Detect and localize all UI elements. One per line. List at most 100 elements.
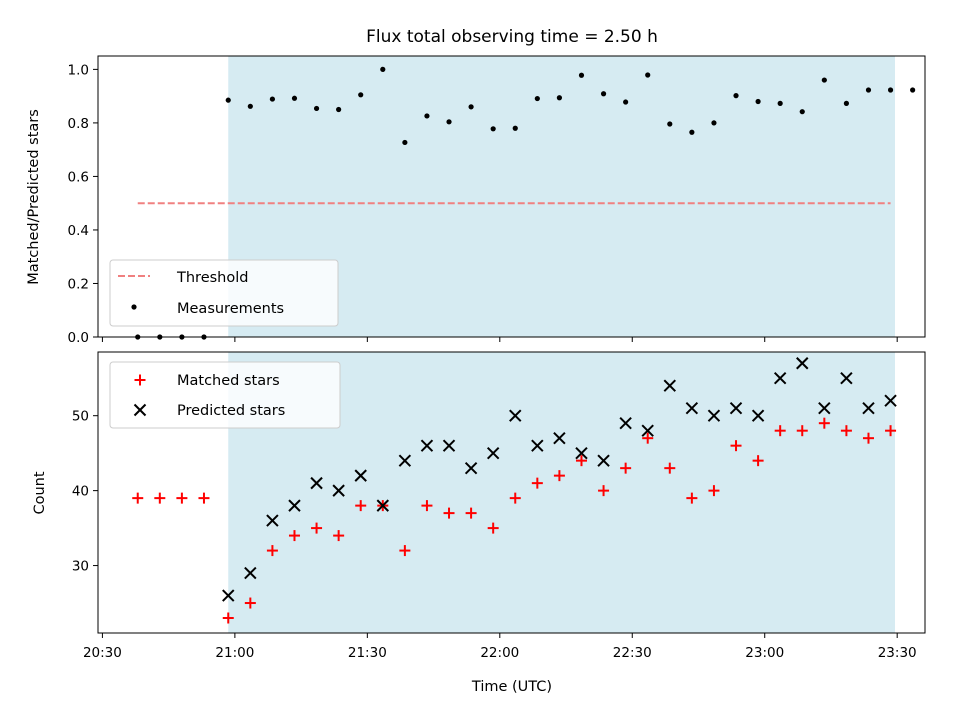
y-tick-label: 0.0 [68,330,89,346]
measurement-point [865,87,872,93]
measurement-point [468,104,474,110]
y-tick-label: 0.8 [68,116,89,132]
bottom-panel: 20:30 21:00 21:30 22:00 22:30 23:00 23:30 30 40 5… [72,351,926,661]
matched-star-point [840,425,852,437]
x-tick-label: 21:00 [215,645,254,661]
predicted-star-point-b [354,469,367,482]
y-tick-label: 40 [72,484,89,500]
predicted-star-point-b [751,409,765,422]
measurement-point [799,109,805,115]
matched-star-point [664,462,676,474]
predicted-star-point [509,409,522,422]
predicted-star-point-b [553,431,566,445]
predicted-star-point [729,401,743,415]
y-tick-label: 0.4 [68,223,89,239]
predicted-star-point-b [509,409,522,422]
matched-star-point [885,425,897,437]
measurement-point [821,77,827,83]
bottom-legend: Matched stars Predicted stars [109,361,341,429]
matched-star-point [443,507,455,519]
measurement-point [689,129,695,135]
predicted-star-point-b [884,394,897,407]
y-tick-label: 50 [72,409,89,425]
measurement-point [247,103,253,109]
predicted-star-point [244,566,257,580]
predicted-star-point [531,439,544,452]
matched-star-point [487,522,499,534]
predicted-star-point [464,461,478,475]
matched-star-point [642,432,654,444]
measurement-point [843,100,850,106]
measurement-point [358,92,364,98]
x-tick-label: 22:30 [613,645,652,661]
predicted-star-point [707,409,721,422]
predicted-star-point [818,401,831,415]
predicted-star-point-b [818,401,831,415]
predicted-star-point-b [288,499,301,512]
matched-star-point [176,492,188,504]
measurement-point [887,87,894,93]
measurement-point [578,72,585,78]
x-tick-label: 23:00 [745,645,784,661]
matched-star-point [266,545,278,557]
measurement-point [446,119,452,125]
matched-star-point [620,462,632,474]
matched-star-point [686,492,698,504]
predicted-star-point [354,469,367,482]
measurement-point [402,139,408,146]
matched-star-point [355,500,367,512]
matched-star-point [465,507,477,519]
matched-star-point [132,492,144,504]
top-y-axis-label: Matched/Predicted stars [26,109,42,285]
measurement-point [490,126,496,132]
measurement-point [380,66,386,72]
predicted-star-point-b [663,379,676,392]
bottom-axes-frame [97,351,926,634]
predicted-star-point-b [420,439,434,452]
measurement-point [645,72,651,78]
predicted-star-point-b [862,401,875,415]
predicted-star-point-b [332,484,345,497]
y-tick-label: 0.6 [68,169,89,185]
measurement-point [556,95,563,101]
matched-star-point [333,530,345,542]
measurement-point [424,113,430,119]
predicted-star-point [796,357,809,370]
matched-star-point [399,545,411,557]
matched-star-point [222,612,234,624]
top-legend-box [109,259,339,327]
legend-threshold-label: Threshold [176,270,248,286]
predicted-star-point-b [244,566,257,580]
matched-star-point [509,492,521,504]
predicted-star-point [597,454,610,467]
legend-measurement-label: Measurements [177,301,284,317]
measurement-point [711,120,717,126]
bottom-y-axis-label: Count [32,471,48,514]
matched-star-point [708,485,720,497]
measurement-point [313,105,320,112]
x-tick-label: 20:30 [83,645,122,661]
measurement-point [336,106,342,113]
legend-measurement-swatch [131,304,137,310]
measurement-point [269,96,276,102]
predicted-star-point-b [597,454,610,467]
chart-title: Flux total observing time = 2.50 h [366,27,658,47]
matched-star-point [752,455,764,467]
predicted-star-point-b [531,439,544,452]
matched-star-point [311,522,323,534]
predicted-star-point-b [796,357,809,370]
predicted-star-point-b [442,439,456,452]
predicted-star-point [332,484,345,497]
matched-star-point [421,500,433,512]
measurement-point [910,87,916,93]
measurement-point [777,100,783,106]
predicted-star-point [840,372,853,385]
x-tick-label: 21:30 [348,645,387,661]
measurement-point [667,121,673,127]
bottom-legend-box [109,361,341,429]
predicted-star-point-b [685,401,699,415]
observing-window-shade [228,56,895,337]
predicted-star-point [288,499,301,512]
measurement-point [225,97,231,103]
